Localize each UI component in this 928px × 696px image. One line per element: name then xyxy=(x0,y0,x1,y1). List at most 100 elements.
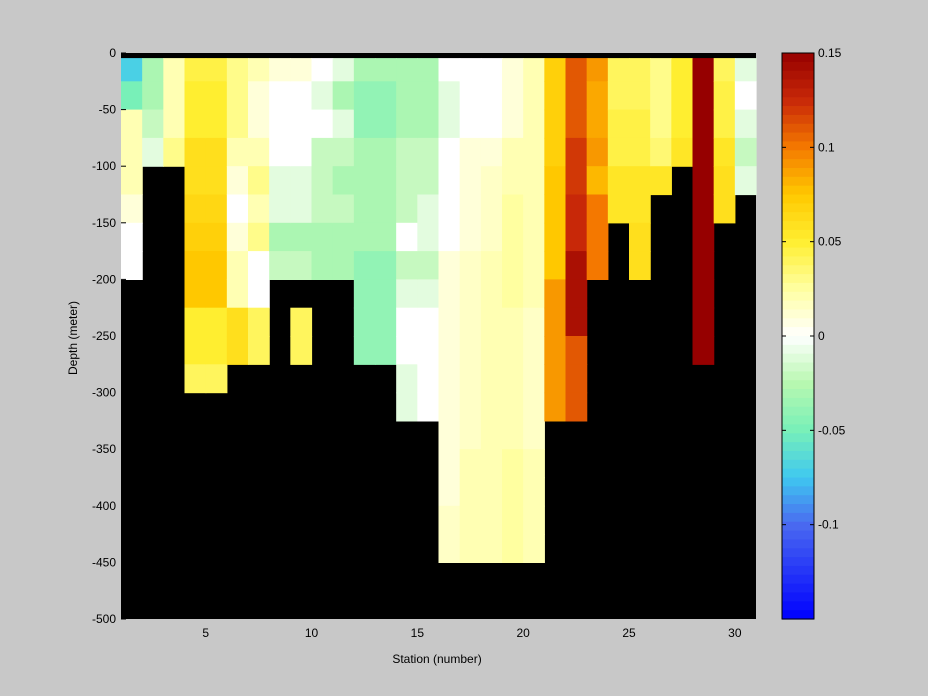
heatmap-cell xyxy=(586,81,609,111)
heatmap-cell xyxy=(375,137,397,167)
heatmap-cell xyxy=(269,251,291,280)
heatmap-cell xyxy=(692,137,715,167)
heatmap-cell xyxy=(544,336,567,365)
heatmap-cell xyxy=(353,137,376,167)
heatmap-cell xyxy=(544,58,567,82)
heatmap-cell xyxy=(502,505,524,535)
heatmap-cell xyxy=(544,364,567,394)
heatmap-cell xyxy=(375,58,397,82)
heatmap-cell xyxy=(438,166,461,196)
heatmap-cell xyxy=(332,81,355,111)
heatmap-cell xyxy=(650,81,672,111)
colorbar-step xyxy=(782,380,814,390)
heatmap-cell xyxy=(184,222,207,252)
colorbar-tick-label: -0.1 xyxy=(818,518,839,532)
heatmap-cell xyxy=(523,58,545,82)
colorbar-step xyxy=(782,353,814,364)
heatmap-cell xyxy=(586,166,609,196)
heatmap-cell xyxy=(438,137,461,167)
colorbar-step xyxy=(782,495,814,505)
heatmap-cell xyxy=(629,137,651,167)
heatmap-cell xyxy=(248,109,270,139)
heatmap-cell xyxy=(502,420,524,450)
heatmap-cell xyxy=(629,222,651,252)
colorbar-step xyxy=(782,274,814,284)
x-tick-label: 30 xyxy=(728,626,742,640)
heatmap-cell xyxy=(248,251,270,280)
heatmap-cell xyxy=(163,81,186,111)
heatmap-cell xyxy=(480,505,503,535)
heatmap-cell xyxy=(205,58,228,82)
heatmap-cell xyxy=(480,420,503,450)
colorbar-step xyxy=(782,468,814,479)
heatmap-cell xyxy=(184,307,207,337)
colorbar-step xyxy=(782,150,814,160)
heatmap-cell xyxy=(184,279,207,309)
heatmap-cell xyxy=(438,364,461,394)
heatmap-cell xyxy=(417,109,440,139)
heatmap-cell xyxy=(629,166,651,196)
heatmap-cell xyxy=(713,109,736,139)
y-tick-label: -500 xyxy=(92,612,116,626)
colorbar-step xyxy=(782,327,814,337)
heatmap-cell xyxy=(290,109,313,139)
heatmap-cell xyxy=(438,222,461,252)
heatmap-cell xyxy=(205,194,228,224)
heatmap-cell xyxy=(459,109,482,139)
heatmap-cell xyxy=(544,194,567,224)
heatmap-cell xyxy=(544,222,567,252)
heatmap-cell xyxy=(459,449,482,479)
heatmap-cell xyxy=(671,58,694,82)
heatmap-cell xyxy=(163,137,186,167)
heatmap-cell xyxy=(629,81,651,111)
heatmap-cell xyxy=(396,279,418,309)
heatmap-cell xyxy=(480,307,503,337)
heatmap-cell xyxy=(480,336,503,365)
y-tick-label: -100 xyxy=(92,159,116,173)
heatmap-cell xyxy=(163,109,186,139)
colorbar-tick-label: 0.15 xyxy=(818,46,842,60)
heatmap-cell xyxy=(692,194,715,224)
heatmap-cell xyxy=(353,58,376,82)
heatmap-cell xyxy=(565,279,588,309)
heatmap-cell xyxy=(713,194,736,224)
colorbar-step xyxy=(782,212,814,222)
heatmap-cell xyxy=(523,364,545,394)
heatmap-cell xyxy=(248,58,270,82)
colorbar-step xyxy=(782,389,814,399)
heatmap-cell xyxy=(629,109,651,139)
heatmap-cell xyxy=(459,137,482,167)
colorbar-step xyxy=(782,433,814,443)
colorbar-step xyxy=(782,70,814,81)
y-tick-label: -400 xyxy=(92,499,116,513)
heatmap-cell xyxy=(375,307,397,337)
y-tick-label: -300 xyxy=(92,386,116,400)
heatmap-cell xyxy=(248,222,270,252)
colorbar-step xyxy=(782,309,814,319)
heatmap-cell xyxy=(375,81,397,111)
heatmap-cell xyxy=(417,222,440,252)
heatmap-cell xyxy=(565,109,588,139)
heatmap-cell xyxy=(269,137,291,167)
heatmap-cell xyxy=(523,392,545,422)
x-tick-label: 15 xyxy=(411,626,425,640)
heatmap-cell xyxy=(417,81,440,111)
heatmap-cell xyxy=(438,307,461,337)
heatmap-cell xyxy=(544,109,567,139)
heatmap-cell xyxy=(438,279,461,309)
colorbar-step xyxy=(782,132,814,143)
heatmap-cell xyxy=(459,307,482,337)
colorbar-step xyxy=(782,504,814,514)
heatmap-cell xyxy=(480,109,503,139)
heatmap-cell xyxy=(396,251,418,280)
heatmap-cell xyxy=(502,449,524,479)
heatmap-cell xyxy=(459,392,482,422)
heatmap-cell xyxy=(438,392,461,422)
heatmap-cell xyxy=(523,505,545,535)
heatmap-cell xyxy=(586,251,609,280)
y-tick-label: -250 xyxy=(92,329,116,343)
heatmap-cell xyxy=(417,251,440,280)
colorbar-step xyxy=(782,203,814,213)
heatmap-cell xyxy=(480,222,503,252)
heatmap-cell xyxy=(692,307,715,337)
